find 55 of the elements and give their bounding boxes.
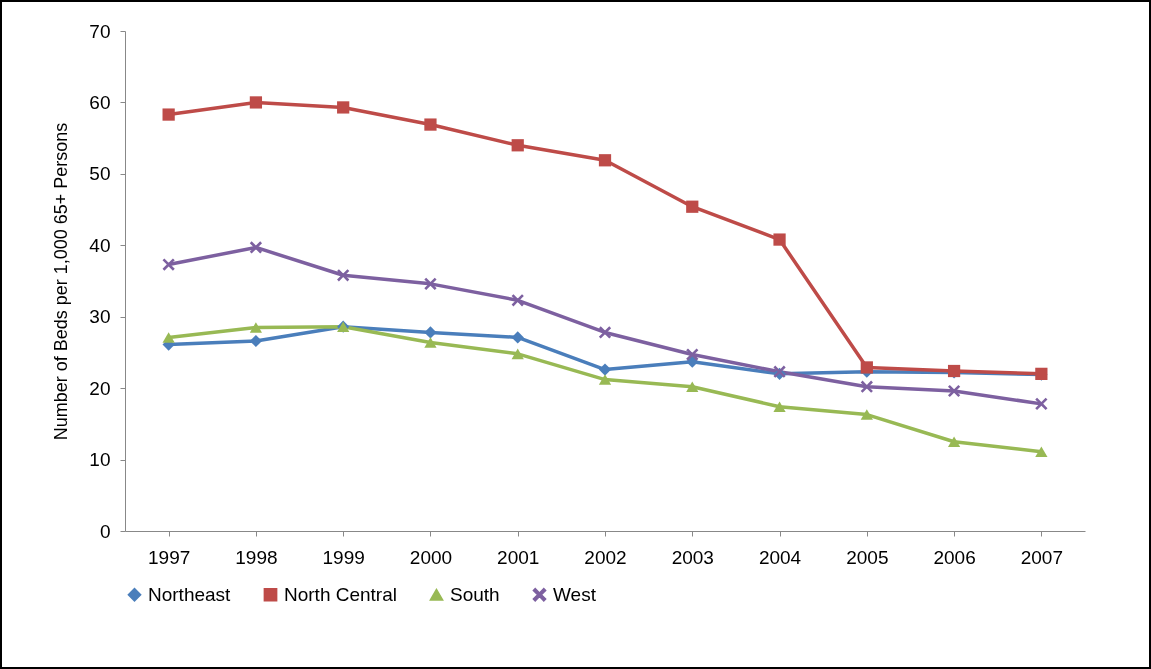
x-tick-label: 1999 — [322, 546, 365, 568]
x-tick-label: 2004 — [758, 546, 802, 568]
point — [424, 277, 437, 290]
point — [1035, 446, 1048, 458]
point — [598, 363, 612, 376]
y-axis-title: Number of Beds per 1,000 65+ Persons — [51, 122, 72, 441]
point — [773, 401, 786, 413]
point — [773, 233, 786, 246]
point — [598, 154, 612, 167]
point — [1035, 397, 1048, 410]
y-tick-label: 70 — [89, 20, 111, 42]
point — [511, 331, 524, 344]
point — [860, 409, 873, 420]
y-tick-label: 30 — [89, 306, 111, 328]
point — [249, 334, 263, 348]
y-tick-label: 60 — [89, 91, 111, 113]
x-tick-label: 2001 — [497, 546, 540, 568]
point — [598, 374, 612, 385]
point — [511, 348, 524, 360]
x-tick-label: 2005 — [846, 546, 889, 568]
legend-label: Northeast — [148, 583, 232, 605]
point — [686, 348, 699, 361]
y-tick-label: 10 — [89, 449, 111, 471]
point — [511, 139, 524, 152]
point — [162, 108, 175, 121]
point — [337, 101, 350, 114]
point — [337, 269, 350, 282]
legend-label: West — [553, 583, 597, 605]
point — [162, 332, 175, 343]
point — [598, 326, 612, 339]
y-tick-label: 40 — [89, 234, 111, 256]
point — [162, 258, 175, 271]
x-tick-label: 2000 — [409, 546, 453, 568]
point — [249, 241, 263, 254]
legend-label: North Central — [284, 583, 397, 605]
point — [249, 96, 263, 109]
point — [424, 337, 437, 348]
point — [947, 436, 961, 448]
x-tick-label: 2007 — [1020, 546, 1063, 568]
y-tick-label: 50 — [89, 163, 111, 185]
x-tick-label: 2003 — [671, 546, 714, 568]
x-tick-label: 2002 — [584, 546, 627, 568]
point — [424, 118, 437, 131]
point — [860, 361, 873, 374]
point — [686, 381, 699, 393]
point — [686, 200, 699, 213]
point — [249, 322, 263, 333]
point — [860, 380, 873, 393]
y-tick-label: 0 — [99, 520, 111, 542]
legend-label: South — [450, 583, 500, 605]
x-tick-label: 1998 — [235, 546, 278, 568]
x-tick-label: 2006 — [933, 546, 976, 568]
point — [511, 294, 524, 307]
y-tick-label: 20 — [89, 377, 111, 399]
x-tick-label: 1997 — [148, 546, 191, 568]
